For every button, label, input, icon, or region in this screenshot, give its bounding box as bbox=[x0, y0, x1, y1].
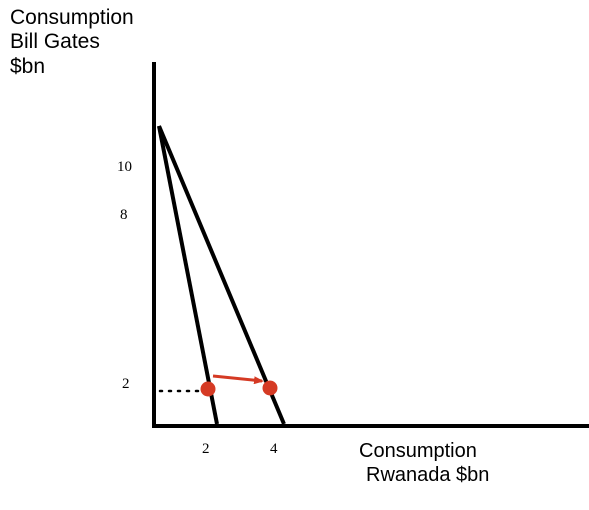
x-axis-label: Consumption Rwanada $bn bbox=[359, 440, 489, 486]
y-axis-label-line-1: Consumption bbox=[10, 6, 134, 29]
x-axis-label-line-1: Consumption bbox=[359, 440, 477, 462]
x-tick-2: 2 bbox=[202, 441, 210, 457]
point-shifted bbox=[262, 380, 278, 396]
y-tick-8: 8 bbox=[120, 207, 128, 223]
y-tick-10: 10 bbox=[117, 159, 132, 175]
x-tick-4: 4 bbox=[270, 441, 278, 457]
budget-line-shifted bbox=[157, 125, 286, 425]
y-axis-label: Consumption Bill Gates $bn bbox=[10, 6, 138, 78]
y-tick-2: 2 bbox=[122, 376, 130, 392]
budget-line-original bbox=[157, 125, 219, 425]
shift-arrow bbox=[212, 374, 264, 385]
point-original bbox=[200, 381, 216, 397]
x-axis-label-line-2: Rwanada $bn bbox=[366, 464, 489, 486]
y-axis-label-line-3: $bn bbox=[10, 55, 45, 78]
y-axis-label-line-2: Bill Gates bbox=[10, 30, 100, 53]
